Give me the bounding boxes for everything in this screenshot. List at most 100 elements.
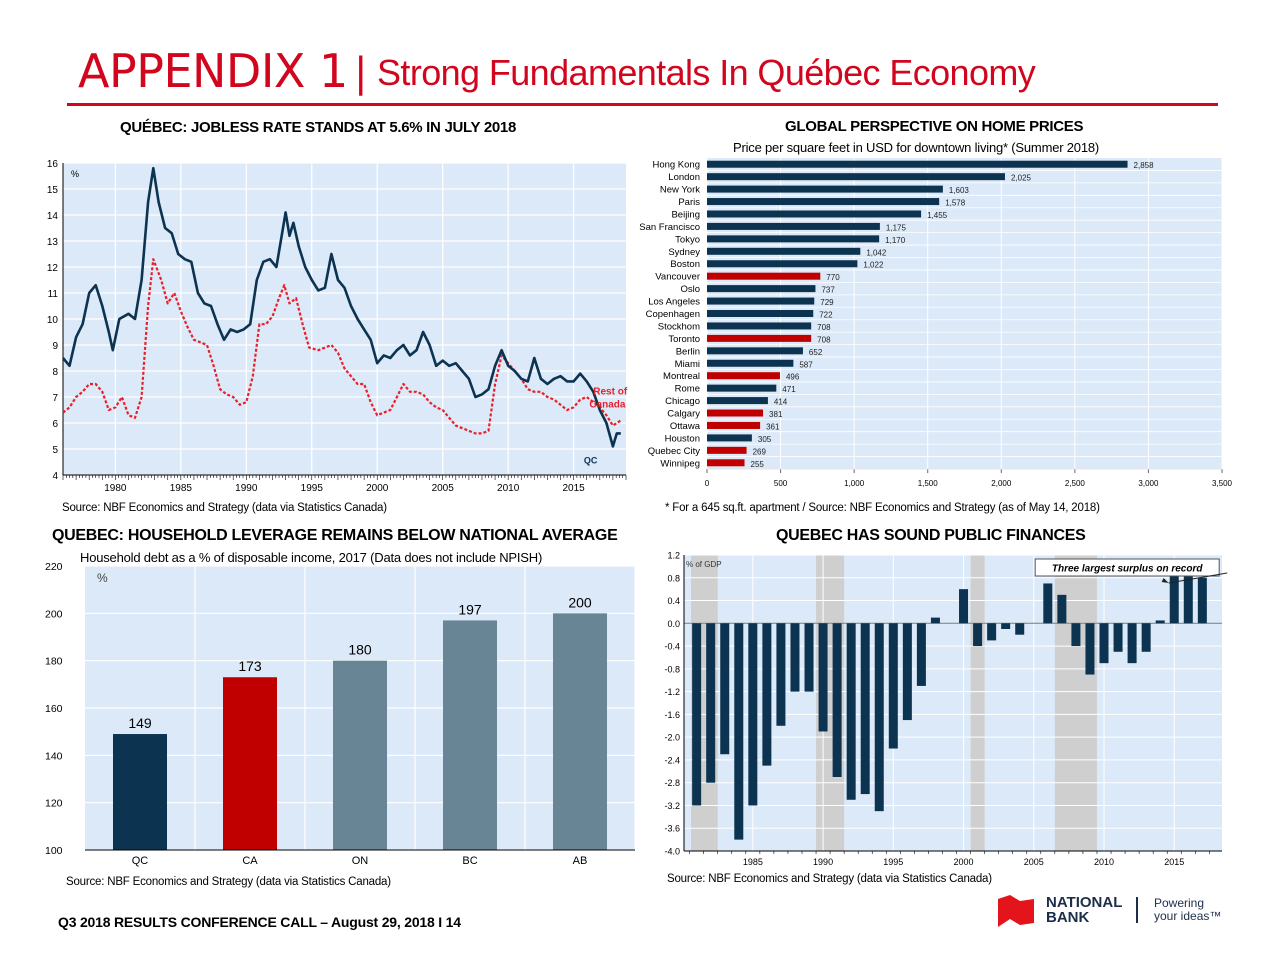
value-label: 587	[799, 360, 813, 369]
y-tick-label: 180	[45, 656, 63, 668]
value-label: 269	[753, 447, 767, 456]
home-prices-subtitle: Price per square feet in USD for downtow…	[733, 140, 1100, 155]
bar-1990	[818, 623, 828, 732]
bar-quebec-city	[707, 446, 747, 454]
category-label: Paris	[678, 197, 700, 208]
bar-1996	[902, 623, 912, 721]
y-tick-label: 120	[45, 798, 63, 810]
national-bank-flag-icon	[998, 895, 1034, 927]
x-tick-label: 1985	[743, 857, 763, 867]
y-tick-label: 0.4	[667, 596, 680, 606]
bar-1986	[762, 623, 772, 766]
category-label: Hong Kong	[652, 160, 700, 171]
public-finances-title: QUEBEC HAS SOUND PUBLIC FINANCES	[776, 527, 1086, 544]
bar-sydney	[707, 247, 861, 255]
y-tick-label: 16	[47, 159, 59, 170]
y-unit-label: %	[97, 571, 108, 585]
x-tick-label: 1,500	[918, 479, 939, 488]
value-label: 652	[809, 348, 823, 357]
y-tick-label: 13	[47, 237, 59, 248]
public-finances-chart: -4.0 -3.6 -3.2 -2.8 -2.4 -2.0 -1.6 -1.2 -0.8 -0.4…	[664, 551, 1228, 867]
bar-2010	[1099, 623, 1109, 664]
bar-ottawa	[707, 421, 761, 429]
value-label: 1,578	[945, 199, 966, 208]
y-tick-label: 140	[45, 750, 63, 762]
value-label: 729	[820, 298, 834, 307]
bar-oslo	[707, 285, 816, 293]
y-tick-label: 4	[52, 471, 58, 482]
bar-paris	[707, 198, 940, 206]
y-tick-label: -0.4	[664, 642, 680, 652]
household-leverage-chart: 100 120 140 160 180 200 220% 149 QC 173 CA 180 ON 197…	[45, 561, 636, 867]
x-tick-label: 2010	[1094, 857, 1114, 867]
y-tick-label: -3.2	[664, 801, 680, 811]
bar-hong-kong	[707, 160, 1128, 168]
bar-1984	[734, 623, 744, 840]
bar-1994	[874, 623, 884, 812]
bar-2012	[1127, 623, 1137, 664]
category-label: Calgary	[667, 409, 700, 420]
x-tick-label: 2005	[1024, 857, 1044, 867]
bar-2011	[1113, 623, 1123, 652]
y-tick-label: -4.0	[664, 847, 680, 857]
value-label: 305	[758, 435, 772, 444]
bar-1987	[776, 623, 786, 726]
y-tick-label: -2.4	[664, 755, 680, 765]
category-label: Oslo	[680, 284, 700, 295]
bar-ab	[553, 613, 607, 850]
household-leverage-subtitle: Household debt as a % of disposable inco…	[80, 550, 543, 565]
x-tick-label: 2010	[497, 483, 520, 494]
title-separator: |	[354, 50, 368, 96]
x-tick-label: 2000	[954, 857, 974, 867]
y-tick-label: 11	[48, 289, 59, 300]
category-label: Berlin	[676, 346, 700, 357]
x-tick-label: 2015	[563, 483, 586, 494]
bar-chicago	[707, 397, 768, 405]
category-label: AB	[573, 855, 588, 867]
category-label: San Francisco	[639, 222, 700, 233]
bar-1982	[706, 623, 716, 783]
bar-2008	[1071, 623, 1081, 647]
bar-2007	[1057, 594, 1067, 624]
x-tick-label: 3,500	[1212, 479, 1233, 488]
x-tick-label: 1980	[104, 483, 127, 494]
category-label: Miami	[675, 359, 700, 370]
bar-1989	[804, 623, 814, 692]
title-rule	[67, 103, 1218, 106]
roc-series-label: Rest of	[593, 386, 628, 397]
y-tick-label: -1.2	[664, 687, 680, 697]
category-label: Toronto	[668, 334, 700, 345]
bar-new-york	[707, 185, 943, 193]
home-prices-footnote: * For a 645 sq.ft. apartment / Source: N…	[665, 502, 1100, 514]
bar-1998	[930, 617, 940, 624]
bar-copenhagen	[707, 310, 814, 317]
bar-winnipeg	[707, 459, 745, 467]
y-tick-label: -1.6	[664, 710, 680, 720]
bar-2001	[973, 623, 983, 647]
footer-text: Q3 2018 RESULTS CONFERENCE CALL – August…	[58, 914, 461, 930]
y-tick-label: 0.0	[667, 619, 680, 629]
series-line-rest-of-canada	[62, 258, 622, 435]
bar-rome	[707, 384, 777, 392]
annotation-text: Three largest surplus on record	[1052, 564, 1203, 575]
bar-2014	[1155, 620, 1165, 624]
value-label: 1,603	[949, 186, 970, 195]
bar-on	[333, 660, 387, 850]
y-tick-label: 15	[47, 185, 59, 196]
value-label: 180	[348, 642, 372, 658]
y-tick-label: 0.8	[667, 573, 680, 583]
y-tick-label: 100	[45, 845, 63, 857]
value-label: 496	[786, 373, 800, 382]
bar-berlin	[707, 347, 803, 355]
bar-1981	[692, 623, 702, 806]
national-bank-logo: NATIONAL BANK Powering your ideas™	[996, 893, 1226, 933]
bar-2003	[1001, 623, 1011, 629]
bar-1991	[832, 623, 842, 777]
bar-boston	[707, 260, 858, 268]
category-label: Montreal	[663, 371, 700, 382]
bar-tokyo	[707, 235, 880, 243]
bar-2006	[1043, 583, 1053, 624]
x-tick-label: 1995	[301, 483, 324, 494]
value-label: 2,858	[1134, 161, 1155, 170]
jobless-rate-chart: 4 5 6 7 8 9 10 11 12 13 14 15 16 1980 1985 1990 1995 2000…	[47, 159, 628, 494]
